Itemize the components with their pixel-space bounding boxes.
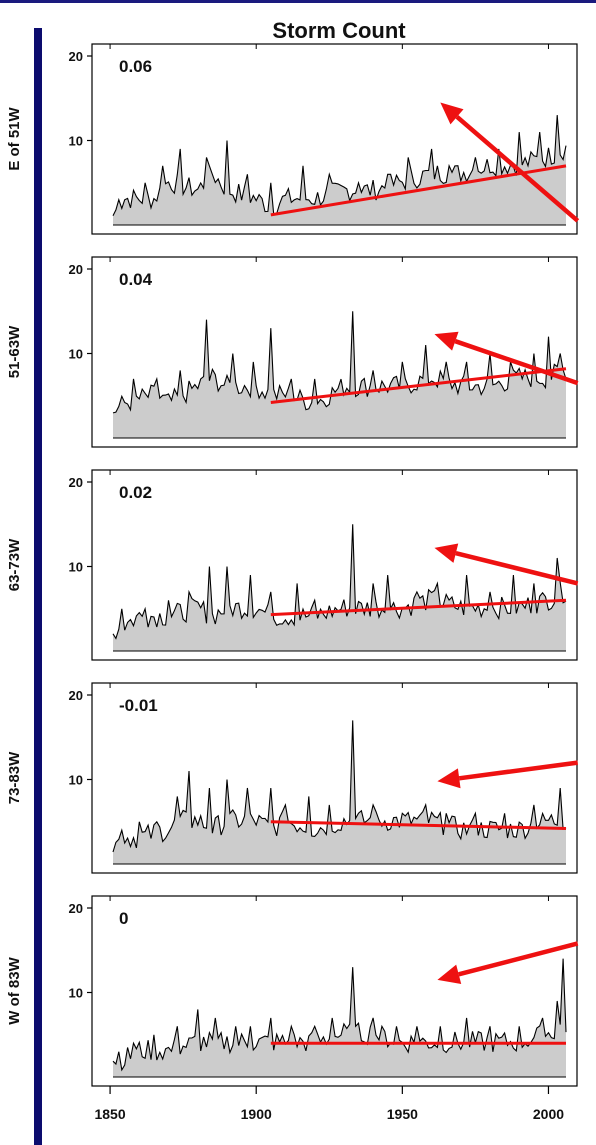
y-tick-label: 20 — [69, 475, 83, 490]
storm-count-line — [112, 720, 567, 853]
trend-line — [270, 164, 567, 217]
storm-count-area — [113, 524, 566, 651]
storm-count-area — [113, 311, 566, 438]
annotation-arrow-head — [434, 543, 459, 563]
annotation-arrow-shaft — [455, 551, 579, 586]
y-tick-label: 10 — [69, 134, 83, 149]
annotation-arrow-shaft — [458, 941, 579, 977]
x-tick-label: 1950 — [387, 1106, 418, 1122]
x-axis: 1850 1900 1950 2000 — [94, 1086, 564, 1122]
trend-line — [270, 367, 567, 405]
y-tick-label: 10 — [69, 347, 83, 362]
panel-5: 10 20 0 W of 83W — [6, 895, 579, 1087]
y-tick-label: 10 — [69, 773, 83, 788]
y-tick-label: 20 — [69, 262, 83, 277]
storm-count-area — [113, 958, 566, 1077]
annotation-arrow-head — [437, 964, 462, 984]
trend-line — [270, 820, 567, 831]
panel-ylabel: 51-63W — [6, 325, 23, 378]
panel-ylabel: W of 83W — [6, 956, 23, 1024]
slide-left-accent-bar — [34, 28, 42, 1145]
annotation-arrow-shaft — [455, 115, 580, 223]
x-tick-label: 1900 — [241, 1106, 272, 1122]
y-tick-label: 20 — [69, 688, 83, 703]
chart-panels: 10 20 0.06 E of 51W 10 20 0.04 51-63W 10 20 0.02 63… — [6, 43, 580, 1087]
y-tick-label: 20 — [69, 49, 83, 64]
annotation-arrow-shaft — [454, 339, 579, 386]
trend-line — [270, 598, 567, 617]
panel-4: 10 20 -0.01 73-83W — [6, 682, 578, 874]
annotation-arrow-head — [437, 768, 461, 789]
panel-2: 10 20 0.04 51-63W — [6, 256, 579, 448]
slide-top-strip — [0, 0, 596, 18]
trend-value-label: 0.06 — [119, 57, 152, 76]
y-tick-label: 10 — [69, 560, 83, 575]
storm-count-area — [113, 115, 566, 225]
y-tick-label: 20 — [69, 901, 83, 916]
trend-value-label: 0 — [119, 909, 128, 928]
trend-value-label: 0.04 — [119, 270, 153, 289]
chart-title: Storm Count — [272, 18, 406, 43]
storm-count-area — [113, 720, 566, 864]
panel-ylabel: E of 51W — [6, 106, 23, 170]
annotation-arrow-head — [440, 102, 464, 125]
panel-ylabel: 73-83W — [6, 751, 23, 804]
panel-ylabel: 63-73W — [6, 538, 23, 591]
x-tick-label: 1850 — [94, 1106, 125, 1122]
panel-1: 10 20 0.06 E of 51W — [6, 43, 580, 235]
storm-count-line — [112, 311, 567, 414]
annotation-arrow-head — [434, 331, 459, 351]
y-tick-label: 10 — [69, 986, 83, 1001]
trend-value-label: 0.02 — [119, 483, 152, 502]
panel-3: 10 20 0.02 63-73W — [6, 469, 579, 661]
trend-value-label: -0.01 — [119, 696, 158, 715]
annotation-arrow-shaft — [458, 760, 578, 781]
storm-count-line — [112, 958, 567, 1072]
storm-count-line — [112, 115, 567, 216]
x-tick-label: 2000 — [533, 1106, 564, 1122]
